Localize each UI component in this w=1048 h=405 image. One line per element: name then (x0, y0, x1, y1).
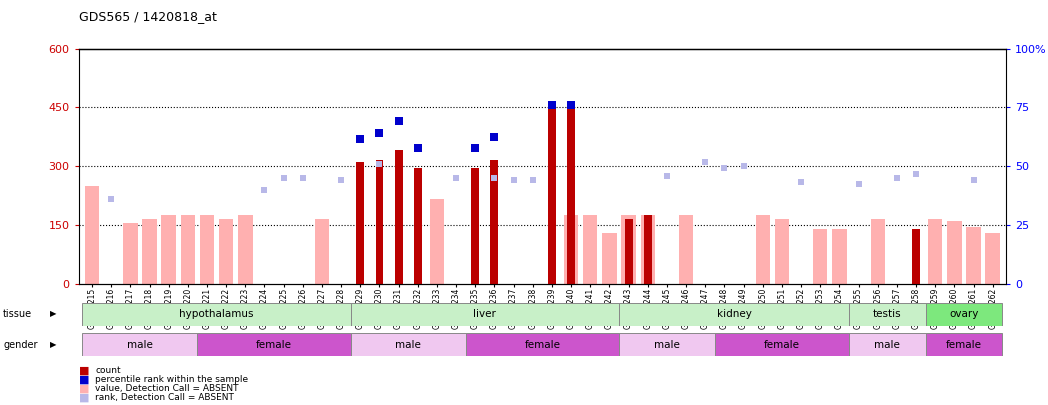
Text: female: female (524, 340, 561, 350)
Bar (83, 333, 197, 356)
Bar (925, 333, 1002, 356)
Bar (351, 303, 619, 326)
Bar (583, 215, 597, 284)
Bar (643, 215, 652, 284)
Text: female: female (256, 340, 292, 350)
Bar (219, 219, 234, 284)
Bar (143, 219, 157, 284)
Text: ▶: ▶ (50, 309, 57, 318)
Bar (912, 229, 920, 284)
Text: male: male (395, 340, 421, 350)
Bar (472, 168, 479, 284)
Text: ovary: ovary (949, 309, 979, 319)
Bar (430, 199, 444, 284)
Bar (715, 333, 849, 356)
Text: rank, Detection Call = ABSENT: rank, Detection Call = ABSENT (95, 393, 235, 402)
Bar (927, 219, 942, 284)
Bar (567, 109, 575, 284)
Bar (640, 215, 655, 284)
Bar (395, 150, 402, 284)
Text: testis: testis (873, 309, 901, 319)
Bar (351, 333, 465, 356)
Bar (238, 215, 253, 284)
Text: count: count (95, 366, 121, 375)
Bar (849, 333, 925, 356)
Bar (947, 221, 961, 284)
Text: male: male (874, 340, 900, 350)
Bar (621, 215, 636, 284)
Bar (197, 333, 351, 356)
Bar (490, 160, 499, 284)
Bar (871, 219, 885, 284)
Bar (813, 229, 827, 284)
Bar (774, 219, 789, 284)
Bar (925, 303, 1002, 326)
Bar (85, 185, 100, 284)
Bar (679, 215, 693, 284)
Bar (564, 215, 578, 284)
Text: male: male (127, 340, 153, 350)
Bar (161, 215, 176, 284)
Text: value, Detection Call = ABSENT: value, Detection Call = ABSENT (95, 384, 239, 393)
Bar (465, 333, 619, 356)
Text: tissue: tissue (3, 309, 32, 319)
Text: ■: ■ (79, 392, 89, 402)
Bar (314, 219, 329, 284)
Bar (124, 223, 137, 284)
Bar (548, 109, 555, 284)
Bar (849, 303, 925, 326)
Bar (625, 219, 633, 284)
Text: female: female (764, 340, 800, 350)
Bar (83, 303, 351, 326)
Text: ■: ■ (79, 366, 89, 375)
Bar (619, 333, 715, 356)
Bar (356, 162, 365, 284)
Text: hypothalamus: hypothalamus (179, 309, 254, 319)
Text: liver: liver (474, 309, 497, 319)
Bar (375, 160, 384, 284)
Bar (414, 168, 421, 284)
Text: ▶: ▶ (50, 340, 57, 349)
Text: gender: gender (3, 340, 38, 350)
Bar (200, 215, 214, 284)
Bar (985, 232, 1000, 284)
Text: female: female (946, 340, 982, 350)
Bar (603, 232, 616, 284)
Text: ■: ■ (79, 375, 89, 384)
Bar (832, 229, 847, 284)
Bar (619, 303, 849, 326)
Text: percentile rank within the sample: percentile rank within the sample (95, 375, 248, 384)
Text: kidney: kidney (717, 309, 751, 319)
Bar (180, 215, 195, 284)
Text: GDS565 / 1420818_at: GDS565 / 1420818_at (79, 10, 217, 23)
Text: ■: ■ (79, 384, 89, 393)
Bar (756, 215, 770, 284)
Bar (966, 227, 981, 284)
Text: male: male (654, 340, 680, 350)
